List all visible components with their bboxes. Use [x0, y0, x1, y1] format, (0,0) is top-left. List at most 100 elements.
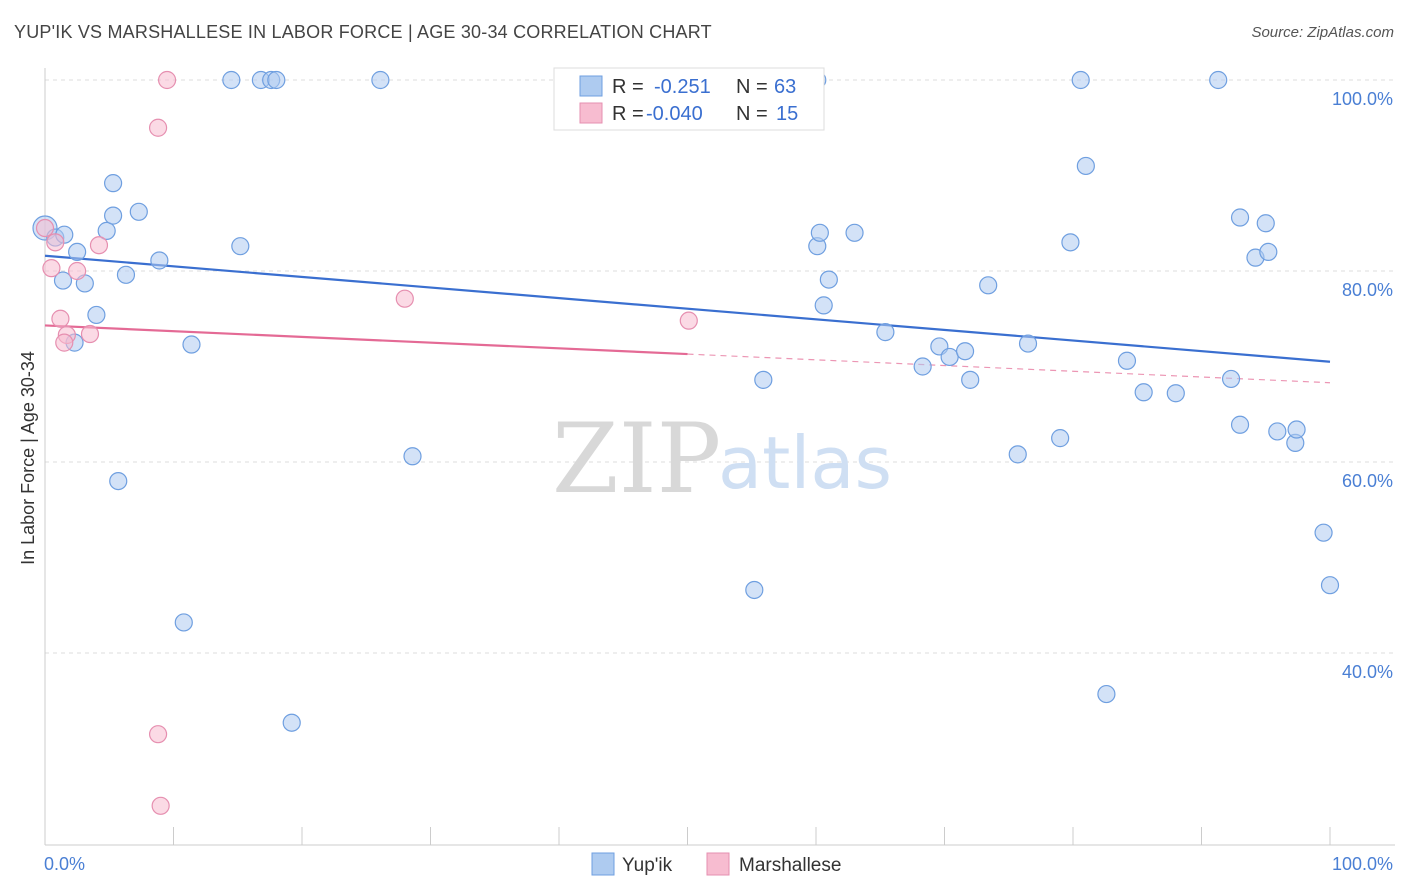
- point-yupik: [1061, 233, 1080, 252]
- axes: [44, 68, 1395, 846]
- point-marshallese: [46, 233, 65, 252]
- point-yupik: [1117, 351, 1137, 370]
- y-tick-label: 40.0%: [1342, 662, 1393, 682]
- trend-line-marshallese: [44, 324, 688, 356]
- point-yupik: [403, 447, 422, 466]
- point-marshallese: [35, 218, 55, 238]
- point-yupik: [961, 370, 980, 389]
- point-yupik: [876, 323, 895, 342]
- trend-line-marshallese-dashed: [687, 353, 1331, 384]
- point-yupik: [1314, 523, 1333, 542]
- legend-swatch-blue: [579, 75, 603, 97]
- trend-line-yupik: [44, 254, 1331, 363]
- legend-n-label-2: N =: [736, 103, 768, 125]
- legend-n-label-1: N =: [736, 76, 768, 98]
- point-yupik: [182, 335, 201, 354]
- point-yupik: [53, 271, 73, 290]
- point-yupik: [1230, 208, 1250, 227]
- legend-r-label-2: R =: [612, 103, 644, 125]
- point-yupik: [150, 251, 169, 270]
- point-marshallese: [395, 289, 414, 308]
- y-tick-label: 60.0%: [1342, 471, 1393, 491]
- point-yupik: [955, 342, 975, 361]
- point-yupik: [1097, 684, 1116, 704]
- y-tick-labels: 40.0% 60.0% 80.0% 100.0%: [1332, 89, 1393, 682]
- watermark-atlas: atlas: [718, 421, 892, 505]
- grid: [45, 79, 1395, 654]
- source-label: Source: ZipAtlas.com: [1251, 24, 1394, 41]
- point-marshallese: [157, 70, 177, 90]
- point-yupik: [1008, 445, 1027, 464]
- chart-title: YUP'IK VS MARSHALLESE IN LABOR FORCE | A…: [14, 22, 712, 42]
- bottom-legend-yupik: Yup'ik: [622, 855, 673, 876]
- legend-n-value-1: 63: [774, 76, 796, 98]
- point-yupik: [845, 223, 864, 242]
- y-axis-label: In Labor Force | Age 30-34: [18, 351, 38, 565]
- y-tick-label: 100.0%: [1332, 89, 1393, 109]
- point-yupik: [104, 206, 123, 225]
- point-yupik: [1076, 156, 1095, 176]
- point-marshallese: [55, 333, 74, 352]
- point-yupik: [814, 296, 833, 315]
- point-yupik: [174, 613, 193, 632]
- legend-r-label-1: R =: [612, 76, 644, 98]
- point-yupik: [1051, 429, 1070, 448]
- point-yupik: [1134, 383, 1153, 402]
- point-yupik: [231, 237, 250, 256]
- point-yupik: [371, 70, 390, 90]
- point-yupik: [913, 357, 932, 376]
- point-marshallese: [68, 261, 87, 281]
- point-yupik: [1256, 214, 1275, 233]
- point-yupik: [1209, 70, 1228, 90]
- y-tick-label: 80.0%: [1342, 280, 1393, 300]
- x-tick-label: 0.0%: [44, 854, 85, 874]
- point-yupik: [1071, 70, 1090, 90]
- point-yupik: [754, 370, 773, 389]
- point-marshallese: [80, 324, 100, 344]
- legend-box: R = -0.251 N = 63 R = -0.040 N = 15: [553, 67, 825, 131]
- point-marshallese: [679, 311, 698, 330]
- point-yupik: [940, 347, 959, 367]
- point-yupik: [68, 242, 87, 261]
- watermark-zip: ZIP: [552, 403, 721, 515]
- point-yupik: [116, 265, 136, 284]
- bottom-legend: Yup'ik Marshallese: [591, 852, 841, 876]
- legend-swatch-pink: [579, 102, 603, 124]
- legend-r-value-1: -0.251: [654, 76, 711, 98]
- point-yupik: [745, 580, 764, 600]
- data-points: [32, 70, 1340, 815]
- point-yupik: [1221, 369, 1241, 389]
- point-yupik: [104, 174, 123, 193]
- point-yupik: [267, 70, 286, 90]
- bottom-legend-swatch-marshallese: [706, 852, 730, 876]
- point-marshallese: [148, 725, 168, 744]
- point-yupik: [109, 472, 128, 491]
- point-marshallese: [42, 259, 61, 278]
- point-yupik: [1259, 242, 1278, 261]
- point-yupik: [1018, 334, 1038, 353]
- bottom-legend-swatch-yupik: [591, 852, 615, 876]
- point-yupik: [222, 70, 241, 90]
- point-yupik: [1230, 415, 1250, 434]
- point-yupik: [1287, 420, 1306, 439]
- point-marshallese: [51, 309, 70, 328]
- legend-r-value-2: -0.040: [646, 103, 703, 125]
- x-tick-label: 100.0%: [1332, 854, 1393, 874]
- point-yupik: [1320, 576, 1340, 595]
- point-marshallese: [148, 118, 168, 137]
- point-yupik: [97, 221, 116, 240]
- point-yupik: [1166, 384, 1185, 403]
- legend-n-value-2: 15: [776, 103, 798, 125]
- point-marshallese: [89, 236, 109, 255]
- point-yupik: [282, 713, 301, 732]
- point-marshallese: [151, 796, 170, 815]
- point-yupik: [129, 202, 148, 221]
- point-yupik: [87, 305, 106, 325]
- x-tick-labels: 0.0% 100.0%: [44, 854, 1393, 874]
- point-yupik: [979, 276, 998, 295]
- point-yupik: [1268, 422, 1287, 441]
- point-yupik: [810, 223, 829, 242]
- trend-lines: [44, 254, 1331, 384]
- bottom-legend-marshallese: Marshallese: [739, 855, 841, 876]
